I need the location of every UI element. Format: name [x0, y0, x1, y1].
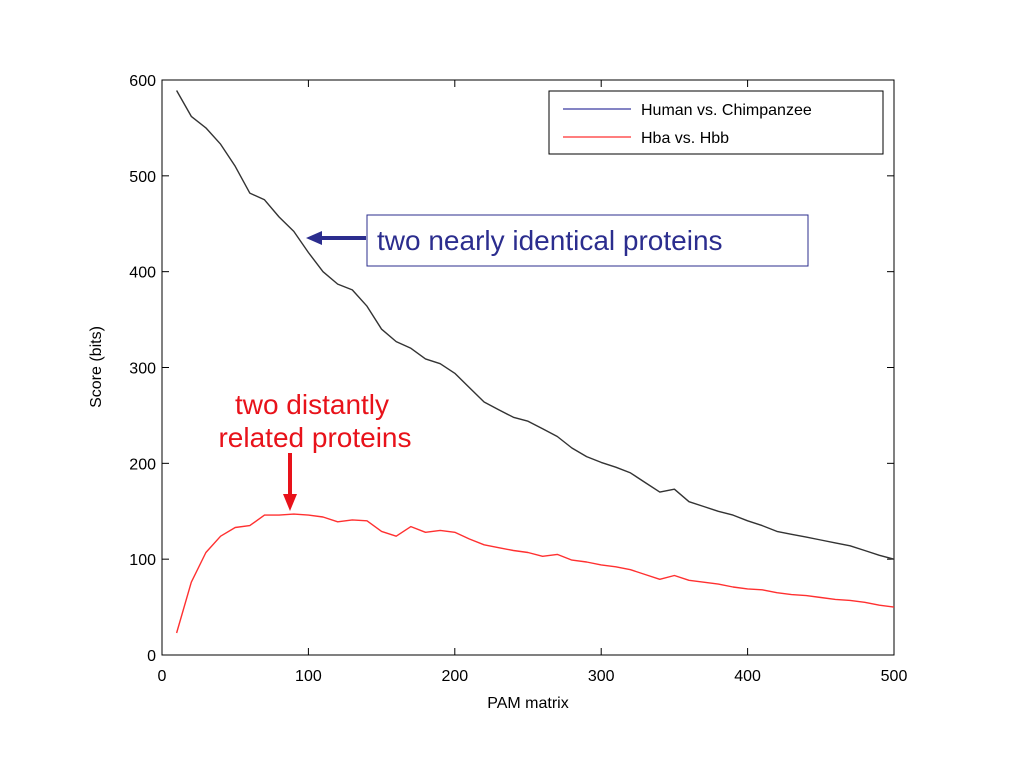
y-tick-label: 300 [129, 361, 156, 378]
y-tick-label: 0 [147, 648, 156, 665]
axis-ticks: 0 100 200 300 400 500 0 100 200 300 400 500 600 [129, 73, 907, 685]
x-tick-label: 300 [588, 668, 615, 685]
series-line-hba-hbb [175, 513, 895, 634]
annotation-distant-line-1: two distantly [235, 389, 389, 420]
annotation-distant-line-2: related proteins [218, 422, 411, 453]
annotation-identical-text: two nearly identical proteins [377, 225, 723, 256]
x-tick-label: 200 [441, 668, 468, 685]
plot-area [161, 79, 895, 656]
series-line-human-chimp [175, 90, 895, 560]
x-tick-label: 0 [158, 668, 167, 685]
annotation-distant: two distantly related proteins [218, 389, 412, 511]
annotation-distant-arrow-head [283, 494, 297, 511]
legend-entry-hba-hbb: Hba vs. Hbb [641, 130, 729, 147]
y-tick-label: 100 [129, 552, 156, 569]
y-axis-label: Score (bits) [88, 326, 105, 408]
x-tick-label: 100 [295, 668, 322, 685]
x-tick-label: 400 [734, 668, 761, 685]
legend-entry-human-chimp: Human vs. Chimpanzee [641, 102, 812, 119]
legend: Human vs. Chimpanzee Hba vs. Hbb [548, 90, 884, 155]
y-tick-label: 600 [129, 73, 156, 90]
legend-box [548, 90, 884, 155]
x-tick-label: 500 [881, 668, 908, 685]
annotation-identical: two nearly identical proteins [306, 214, 809, 267]
annotation-identical-arrow-head [306, 231, 322, 245]
y-tick-label: 500 [129, 169, 156, 186]
annotation-identical-box [366, 214, 809, 267]
y-tick-label: 200 [129, 456, 156, 473]
y-tick-label: 400 [129, 265, 156, 282]
x-axis-label: PAM matrix [487, 695, 568, 712]
series-lines [175, 90, 895, 634]
